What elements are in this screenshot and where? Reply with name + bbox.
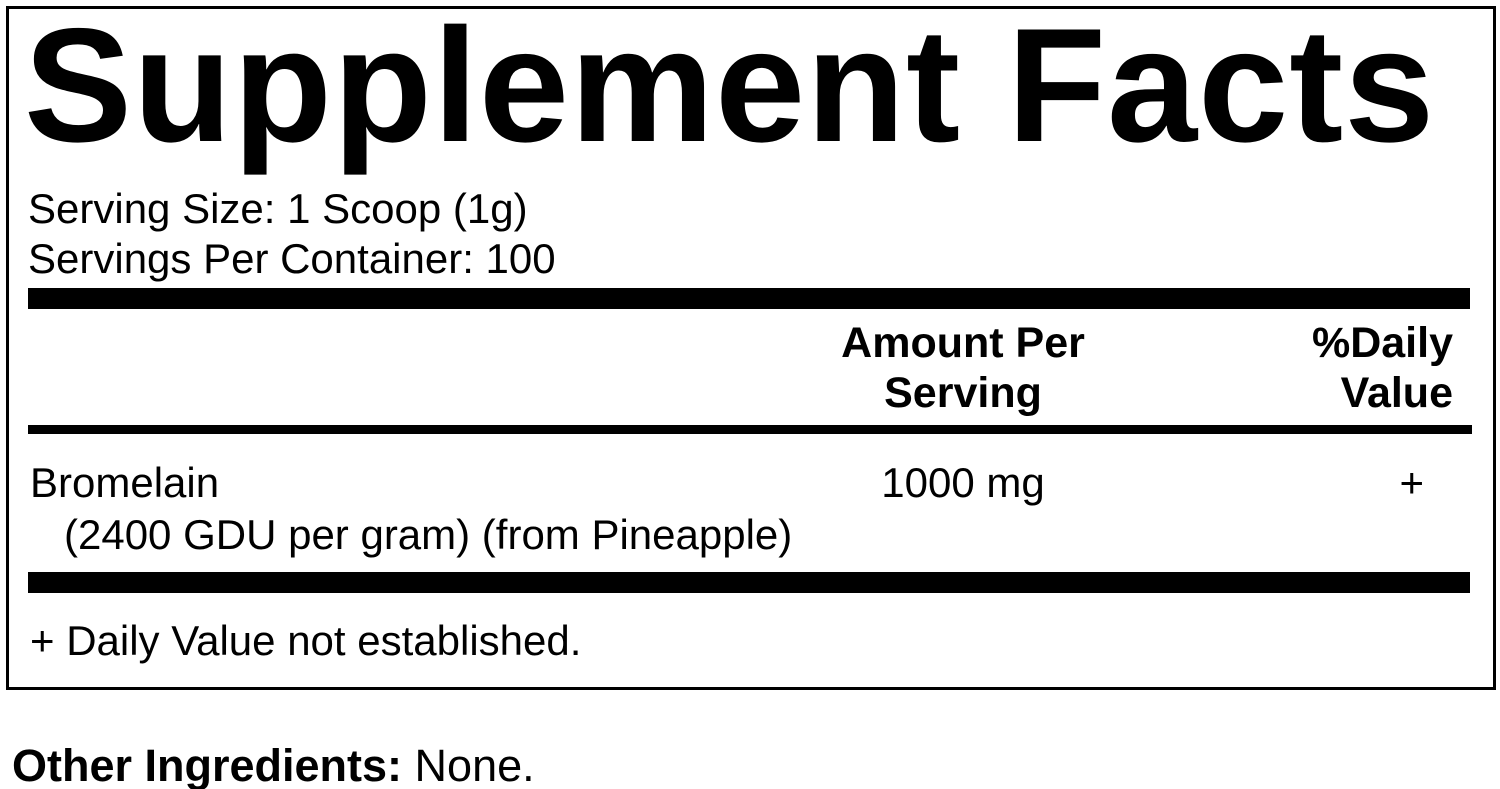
daily-value-footnote: + Daily Value not established. bbox=[30, 617, 582, 664]
ingredient-amount: 1000 mg bbox=[881, 459, 1045, 506]
supplement-facts-title: Supplement Facts bbox=[24, 0, 1436, 176]
serving-size-line: Serving Size: 1 Scoop (1g) bbox=[28, 185, 528, 232]
serving-info-block: Serving Size: 1 Scoop (1g) Servings Per … bbox=[28, 184, 556, 284]
daily-value-header-line2: Value bbox=[1340, 369, 1453, 417]
bottom-thick-divider-bar bbox=[28, 572, 1470, 593]
amount-header-line2: Serving bbox=[884, 369, 1042, 417]
ingredient-name: Bromelain bbox=[30, 459, 220, 506]
amount-per-serving-header: Amount Per Serving bbox=[763, 318, 1163, 418]
header-thin-divider-bar bbox=[28, 425, 1472, 434]
ingredient-daily-value: + bbox=[1399, 459, 1424, 506]
servings-per-container-line: Servings Per Container: 100 bbox=[28, 235, 556, 282]
amount-header-line1: Amount Per bbox=[841, 319, 1085, 367]
daily-value-header-line1: %Daily bbox=[1311, 319, 1453, 367]
other-ingredients-line: Other Ingredients: None. bbox=[12, 743, 535, 788]
percent-daily-value-header: %Daily Value bbox=[1312, 318, 1453, 418]
other-ingredients-label: Other Ingredients: bbox=[12, 740, 403, 789]
other-ingredients-value: None. bbox=[402, 740, 535, 789]
top-thick-divider-bar bbox=[28, 288, 1470, 309]
ingredient-detail: (2400 GDU per gram) (from Pineapple) bbox=[64, 511, 793, 558]
